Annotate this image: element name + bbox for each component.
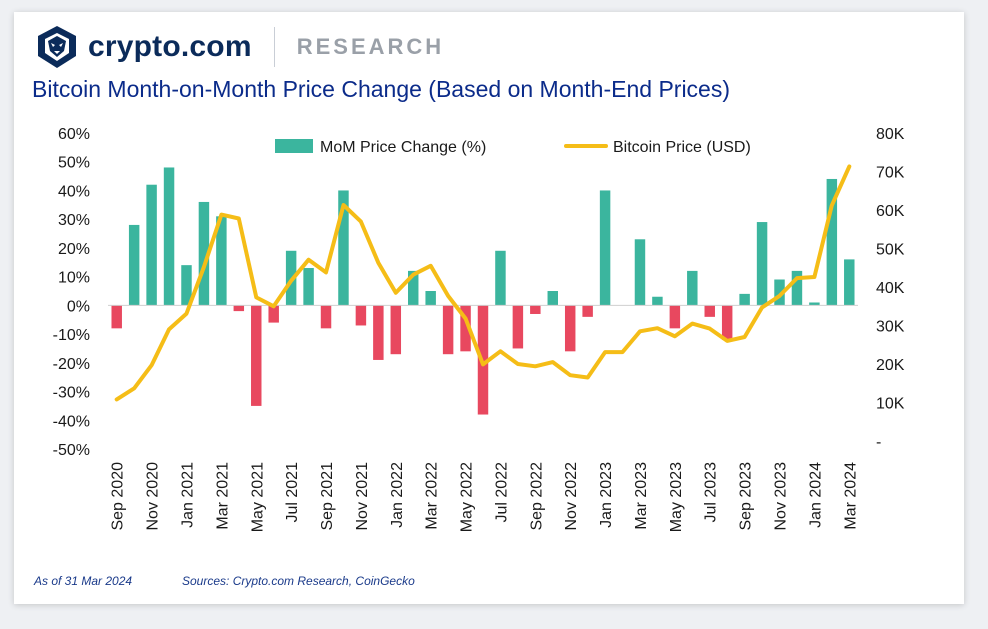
y-right-tick-label: 70K [876, 165, 905, 182]
brand-header: crypto.com RESEARCH [36, 26, 444, 68]
mom-change-bar [198, 201, 210, 306]
x-tick-label: Sep 2021 [319, 462, 336, 531]
y-left-tick-label: 40% [58, 183, 90, 200]
x-tick-label: Jul 2021 [284, 462, 301, 523]
y-left-tick-label: -10% [53, 327, 90, 344]
mom-change-bar [652, 296, 663, 306]
y-right-tick-label: 20K [876, 357, 905, 374]
y-left-tick-label: 60% [58, 126, 90, 143]
mom-change-bar [163, 167, 175, 306]
mom-change-bar [512, 305, 524, 349]
x-tick-label: Mar 2023 [633, 462, 650, 530]
y-left-tick-label: 20% [58, 241, 90, 258]
mom-change-bar [233, 305, 245, 312]
y-right-tick-label: - [876, 434, 881, 451]
mom-change-bar [756, 222, 768, 306]
mom-change-bar [460, 305, 471, 352]
chart-card: crypto.com RESEARCH Bitcoin Month-on-Mon… [14, 12, 964, 604]
mom-change-bar [146, 184, 157, 306]
x-tick-label: Nov 2022 [563, 462, 580, 531]
mom-change-bar [251, 305, 262, 406]
y-right-tick-label: 40K [876, 280, 905, 297]
mom-change-bar [687, 270, 698, 306]
lion-shield-icon [38, 26, 76, 68]
mom-change-bar [704, 305, 715, 317]
x-tick-label: Jan 2023 [598, 462, 615, 528]
legend-label-mom: MoM Price Change (%) [320, 139, 486, 156]
mom-change-bar [599, 190, 611, 306]
chart-title: Bitcoin Month-on-Month Price Change (Bas… [32, 76, 731, 102]
x-tick-label: Jan 2024 [807, 462, 824, 528]
x-tick-label: Jul 2023 [703, 462, 720, 523]
y-left-tick-label: 30% [58, 212, 90, 229]
mom-change-bar [408, 270, 419, 306]
mom-change-bar [303, 268, 314, 306]
x-tick-label: May 2021 [249, 462, 266, 532]
y-left-tick-label: 0% [67, 298, 90, 315]
mom-change-bar [442, 305, 454, 355]
x-tick-label: May 2023 [668, 462, 685, 532]
x-tick-label: Jan 2022 [389, 462, 406, 528]
mom-change-bar [791, 270, 803, 306]
mom-change-bar [774, 279, 785, 306]
mom-change-bar [268, 305, 279, 323]
mom-change-bar [373, 305, 384, 360]
y-left-tick-label: -40% [53, 413, 90, 430]
x-tick-label: Nov 2023 [773, 462, 790, 531]
x-tick-label: Sep 2022 [528, 462, 545, 531]
mom-change-bar [669, 305, 681, 329]
x-tick-label: Jul 2022 [493, 462, 510, 523]
y-right-tick-label: 60K [876, 203, 905, 220]
brand-divider [273, 27, 275, 67]
sources-note: Sources: Crypto.com Research, CoinGecko [182, 574, 415, 588]
y-left-tick-label: -20% [53, 356, 90, 373]
y-right-tick-label: 10K [876, 396, 905, 413]
y-left-tick-label: 50% [58, 155, 90, 172]
x-tick-label: Nov 2020 [145, 462, 162, 531]
mom-change-bar [634, 239, 646, 306]
y-left-tick-label: -30% [53, 385, 90, 402]
x-tick-label: Mar 2022 [424, 462, 441, 530]
mom-change-bar [355, 305, 367, 326]
mom-change-bar [844, 259, 855, 306]
mom-change-bar [111, 305, 122, 329]
bitcoin-price-line [114, 164, 852, 402]
mom-change-bar [826, 178, 838, 306]
mom-change-bar [390, 305, 402, 355]
mom-change-bar [547, 291, 558, 306]
mom-change-bar [739, 293, 750, 306]
x-tick-label: Jan 2021 [179, 462, 196, 528]
mom-change-bar [338, 190, 349, 306]
mom-change-bar [721, 305, 733, 340]
brand-section-label: RESEARCH [296, 34, 445, 59]
y-right-tick-label: 80K [876, 126, 905, 143]
legend-swatch-mom [275, 139, 313, 153]
legend-label-price: Bitcoin Price (USD) [613, 139, 751, 156]
y-right-tick-label: 50K [876, 242, 905, 259]
y-left-tick-label: -50% [53, 442, 90, 459]
mom-change-bar [495, 250, 506, 306]
y-left-tick-label: 10% [58, 270, 90, 287]
mom-change-bar [320, 305, 332, 329]
as-of-note: As of 31 Mar 2024 [34, 574, 133, 588]
mom-change-bar [809, 302, 820, 306]
y-right-tick-label: 30K [876, 319, 905, 336]
mom-change-bar [564, 305, 576, 352]
x-tick-label: May 2022 [459, 462, 476, 532]
brand-name: crypto.com [88, 30, 252, 63]
mom-change-bar [128, 224, 140, 306]
x-tick-label: Sep 2023 [738, 462, 755, 531]
mom-change-bar [216, 216, 227, 306]
mom-change-bar [181, 265, 192, 306]
mom-change-bar [582, 305, 593, 317]
mom-change-bar [530, 305, 541, 314]
x-tick-label: Nov 2021 [354, 462, 371, 531]
x-tick-label: Mar 2021 [214, 462, 231, 530]
x-tick-label: Mar 2024 [842, 462, 859, 530]
mom-change-bar [425, 291, 436, 306]
x-tick-label: Sep 2020 [110, 462, 127, 531]
